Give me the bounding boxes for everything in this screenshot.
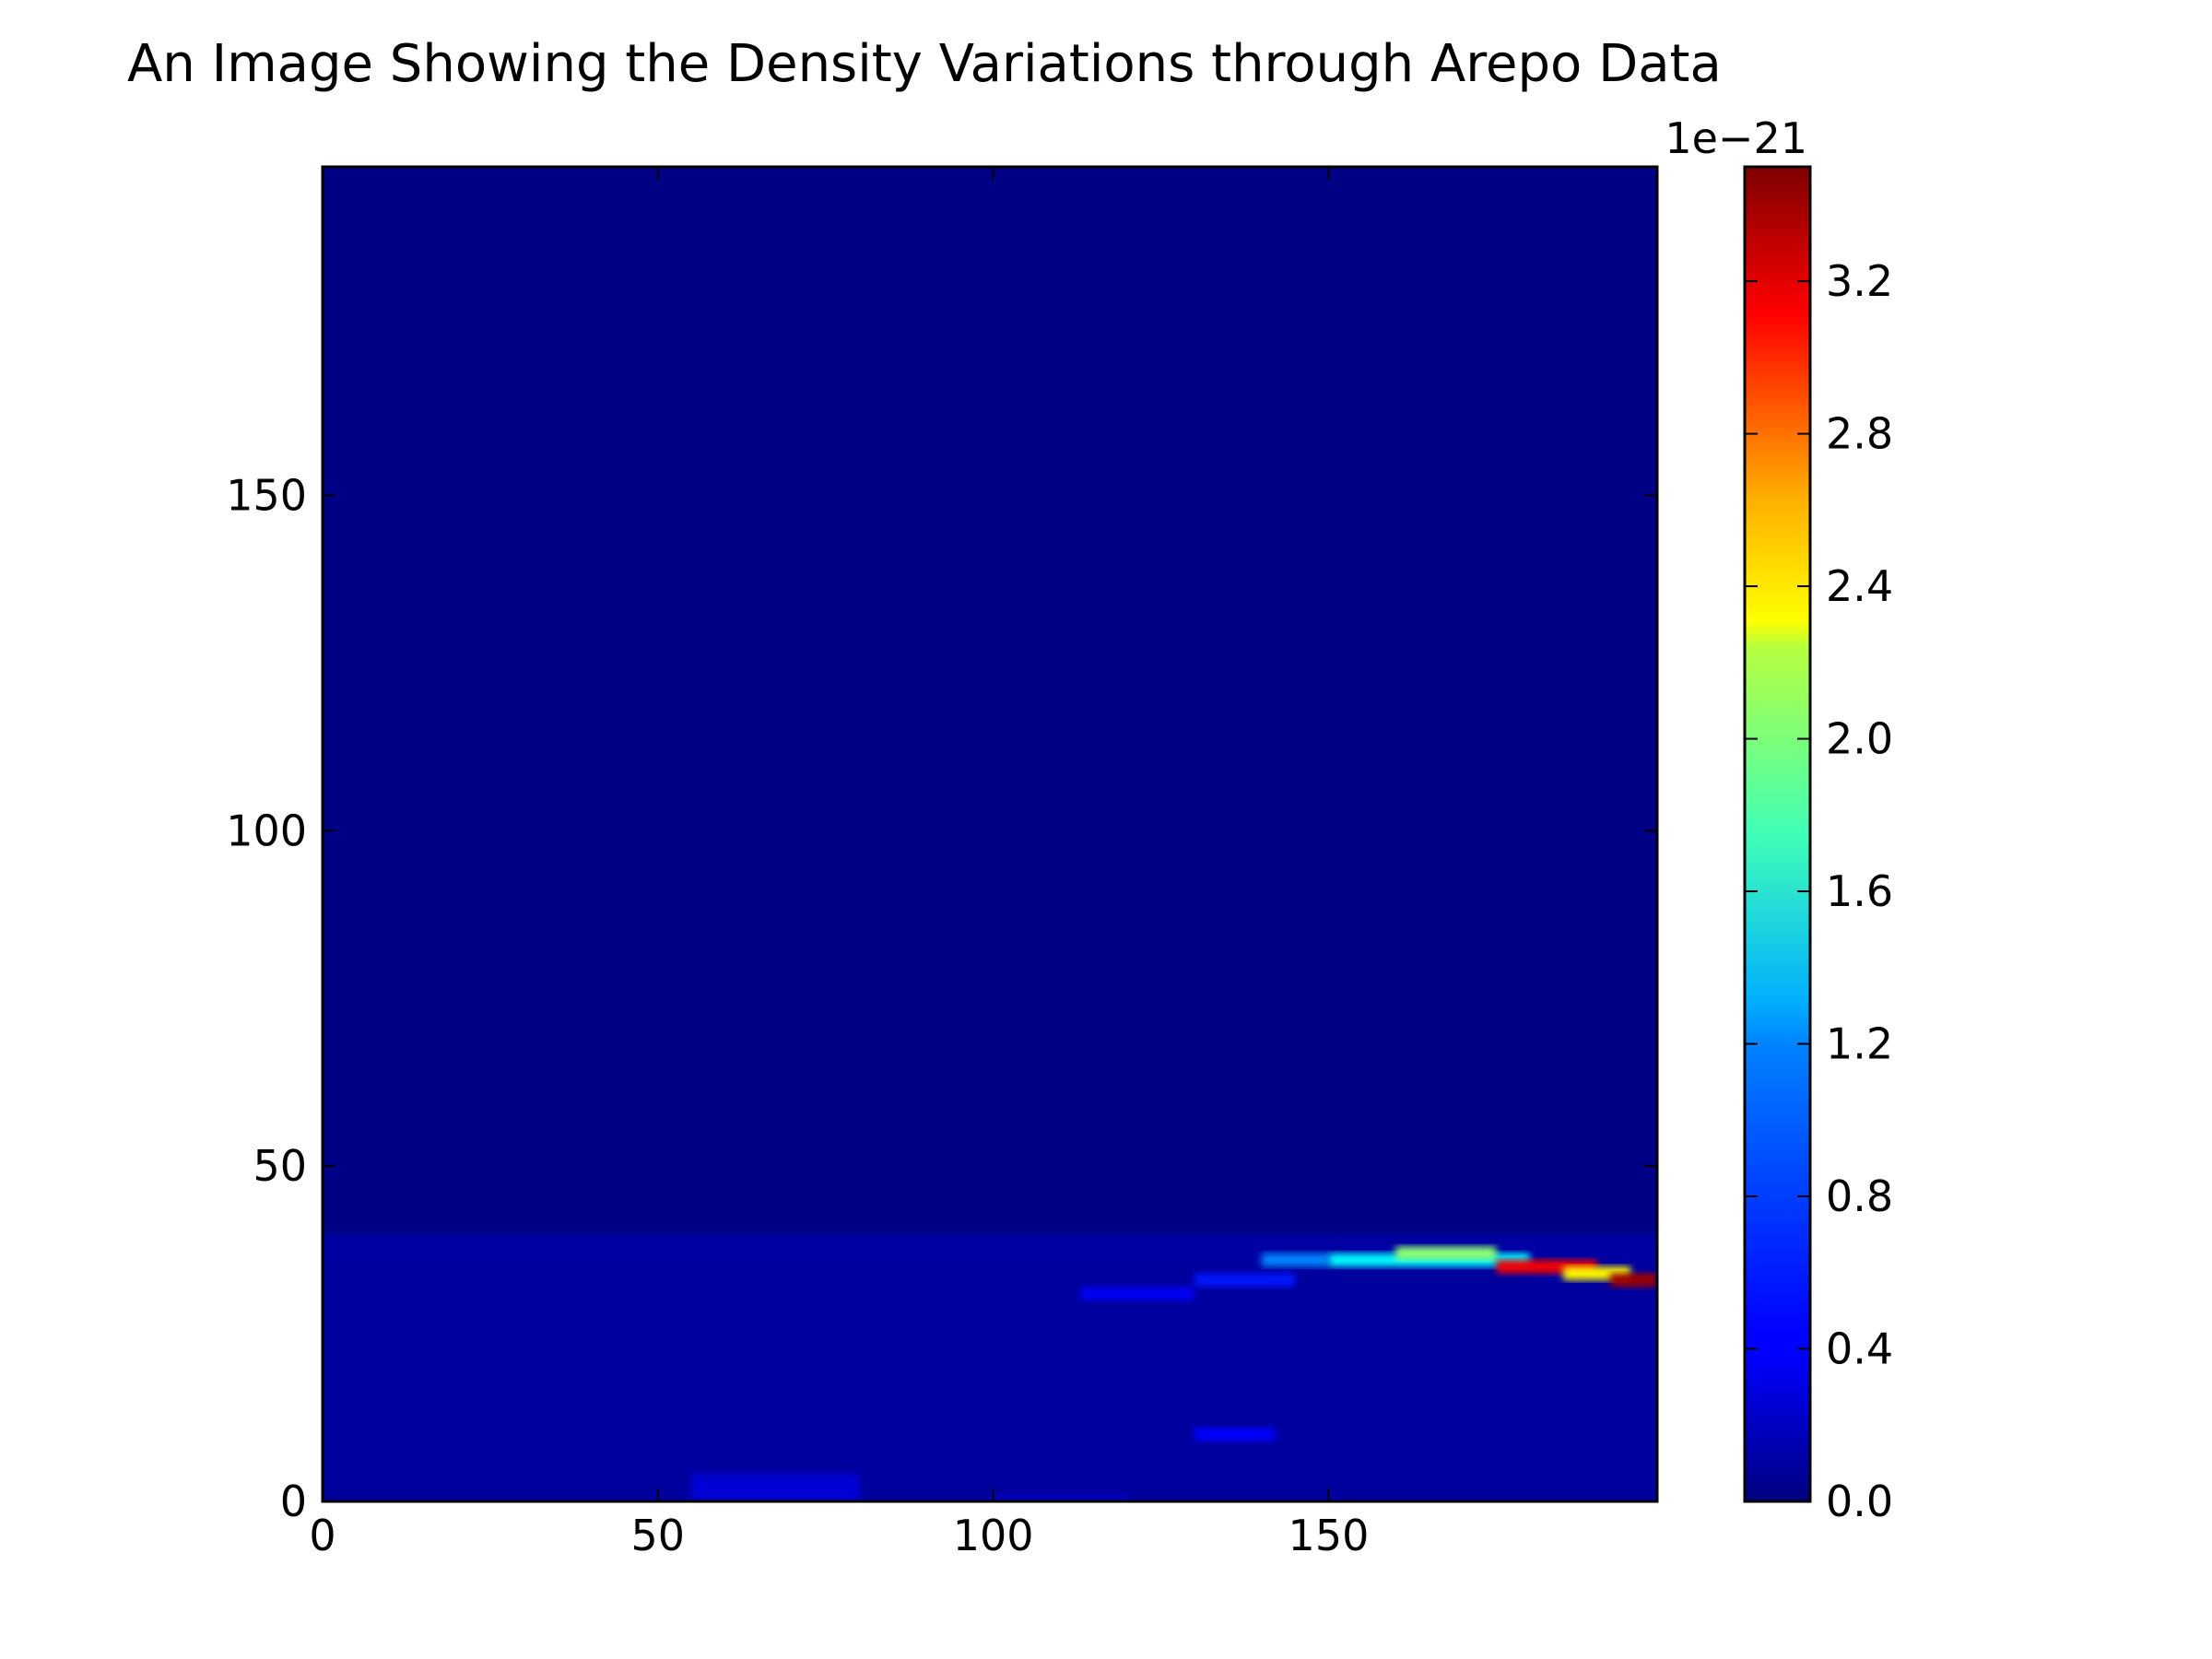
colorbar-tick-label: 1.6 xyxy=(1826,866,1893,916)
y-tick-label: 0 xyxy=(280,1477,307,1526)
colorbar-tick-label: 0.8 xyxy=(1826,1171,1893,1221)
colorbar-tick-label: 0.4 xyxy=(1826,1324,1893,1374)
x-tick-label: 50 xyxy=(631,1511,686,1560)
x-tick-label: 0 xyxy=(309,1511,335,1560)
colorbar-tick-label: 2.8 xyxy=(1826,409,1893,459)
y-tick-label: 150 xyxy=(226,471,307,521)
density-feature-0 xyxy=(323,1232,1657,1501)
density-feature-2 xyxy=(691,1474,860,1501)
density-feature-4 xyxy=(1194,1427,1276,1441)
colorbar-tick-label: 0.0 xyxy=(1826,1477,1893,1526)
colorbar-offset-label: 1e−21 xyxy=(1665,113,1807,163)
y-tick-marks xyxy=(323,494,1657,1502)
colorbar-tick-label: 3.2 xyxy=(1826,256,1893,306)
x-tick-marks xyxy=(322,167,1330,1501)
colorbar-tick-label: 2.0 xyxy=(1826,714,1893,764)
heatmap-image xyxy=(323,167,1657,1501)
density-feature-3 xyxy=(993,1494,1128,1501)
x-tick-label: 150 xyxy=(1288,1511,1370,1560)
x-tick-labels: 0 50 100 150 xyxy=(309,1511,1369,1560)
x-tick-label: 100 xyxy=(953,1511,1034,1560)
y-tick-labels: 0 50 100 150 xyxy=(226,471,307,1526)
y-tick-label: 50 xyxy=(253,1141,307,1191)
colorbar-tick-labels: 0.0 0.4 0.8 1.2 1.6 2.0 2.4 2.8 3.2 xyxy=(1826,256,1893,1526)
colorbar-tick-marks xyxy=(1745,280,1810,1502)
colorbar-frame xyxy=(1743,165,1812,1503)
plot-frame xyxy=(321,165,1659,1503)
density-feature-5 xyxy=(1080,1287,1194,1300)
density-feature-7 xyxy=(1261,1253,1329,1267)
colorbar-tick-label: 2.4 xyxy=(1826,561,1893,611)
colorbar-gradient xyxy=(1745,167,1810,1501)
colorbar-tick-label: 1.2 xyxy=(1826,1019,1893,1069)
density-feature-6 xyxy=(1194,1273,1296,1288)
density-feature-9 xyxy=(1395,1246,1497,1261)
y-tick-label: 100 xyxy=(226,806,307,855)
chart-title: An Image Showing the Density Variations … xyxy=(127,34,1722,94)
density-feature-12 xyxy=(1610,1273,1657,1288)
